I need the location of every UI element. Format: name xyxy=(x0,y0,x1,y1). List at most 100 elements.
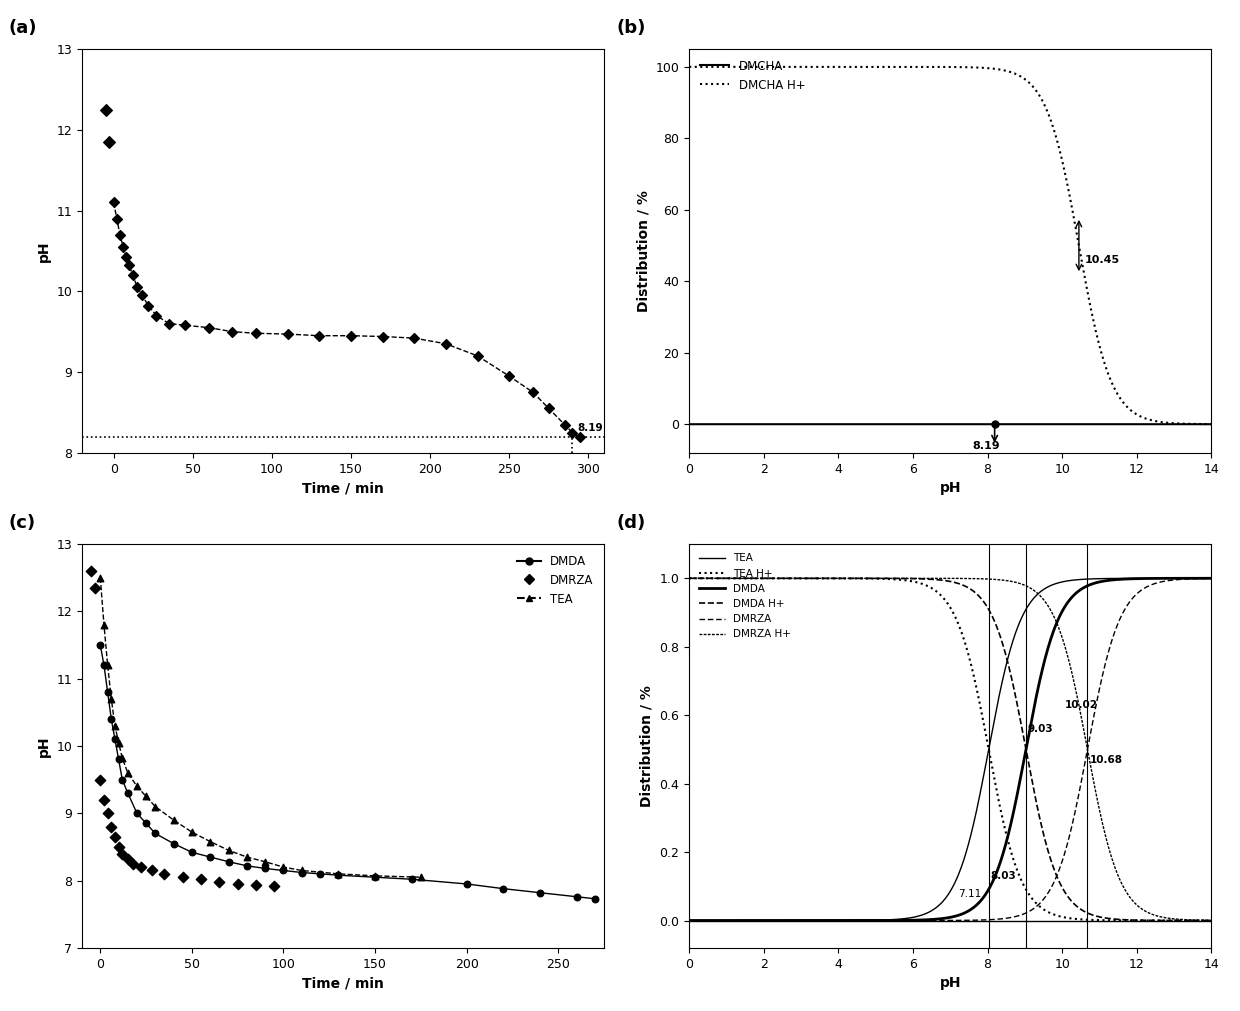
DMRZA H+ xyxy=(682,572,697,584)
Point xyxy=(128,279,148,295)
Point xyxy=(228,876,248,892)
Point xyxy=(164,812,184,828)
Point xyxy=(310,328,330,344)
DMRZA H+ xyxy=(1105,855,1120,867)
Point xyxy=(123,855,143,871)
Point xyxy=(136,789,156,805)
DMRZA xyxy=(1105,632,1120,644)
DMRZA H+ xyxy=(808,572,823,584)
Legend: DMCHA, DMCHA H+: DMCHA, DMCHA H+ xyxy=(696,55,810,96)
Point xyxy=(133,287,153,303)
Point xyxy=(94,617,114,633)
Point xyxy=(117,250,136,266)
Point xyxy=(98,657,118,673)
TEA H+ xyxy=(808,572,823,584)
X-axis label: Time / min: Time / min xyxy=(303,481,384,495)
Point xyxy=(218,842,238,858)
Point xyxy=(410,869,430,886)
Point xyxy=(341,328,361,344)
TEA xyxy=(923,906,937,918)
DMCHA H+ xyxy=(1105,379,1120,391)
TEA xyxy=(862,914,877,926)
Point xyxy=(159,315,179,332)
DMRZA H+ xyxy=(956,572,971,584)
DMCHA xyxy=(862,419,877,431)
Point xyxy=(554,417,574,433)
Point xyxy=(109,839,129,855)
Text: 8.19: 8.19 xyxy=(577,423,603,433)
Point xyxy=(146,307,166,324)
TEA xyxy=(1105,572,1120,584)
TEA H+ xyxy=(862,572,877,584)
Point xyxy=(500,368,520,384)
Point xyxy=(467,348,487,364)
Point xyxy=(494,881,513,897)
DMDA xyxy=(1197,572,1211,584)
DMCHA H+ xyxy=(1204,419,1219,431)
TEA xyxy=(682,914,697,926)
Point xyxy=(264,878,284,894)
DMRZA xyxy=(923,914,937,926)
Point xyxy=(365,867,384,884)
Point xyxy=(145,825,165,841)
Point xyxy=(126,805,146,821)
Point xyxy=(105,731,125,747)
DMCHA xyxy=(956,419,971,431)
Point xyxy=(84,579,104,595)
Point xyxy=(456,876,476,892)
Point xyxy=(118,851,138,867)
DMRZA H+ xyxy=(923,572,937,584)
Point xyxy=(222,324,242,340)
Point xyxy=(570,430,590,446)
DMDA H+ xyxy=(956,579,971,591)
DMRZA H+ xyxy=(862,572,877,584)
TEA H+ xyxy=(1197,914,1211,926)
DMCHA xyxy=(1204,419,1219,431)
Text: 9.03: 9.03 xyxy=(1028,724,1054,734)
Point xyxy=(99,133,119,150)
Point xyxy=(109,735,129,751)
Point xyxy=(563,425,583,441)
Point xyxy=(113,845,133,861)
Point xyxy=(126,778,146,795)
Point xyxy=(436,336,456,352)
Point xyxy=(201,849,221,865)
DMRZA xyxy=(1197,572,1211,584)
Point xyxy=(246,326,265,342)
TEA H+ xyxy=(1204,914,1219,926)
TEA xyxy=(808,914,823,926)
Point xyxy=(585,891,605,907)
Point xyxy=(175,317,195,334)
Point xyxy=(529,885,549,901)
TEA H+ xyxy=(923,581,937,593)
TEA H+ xyxy=(956,631,971,643)
DMDA xyxy=(923,914,937,926)
Point xyxy=(539,400,559,417)
Text: 8.03: 8.03 xyxy=(991,871,1017,882)
DMCHA H+ xyxy=(1197,418,1211,430)
X-axis label: pH: pH xyxy=(940,977,961,990)
Point xyxy=(329,867,348,884)
Point xyxy=(102,819,122,835)
Point xyxy=(246,878,265,894)
DMRZA xyxy=(682,914,697,926)
Point xyxy=(523,384,543,400)
Text: 7.11: 7.11 xyxy=(957,889,981,899)
Point xyxy=(210,874,229,890)
Point xyxy=(136,815,156,831)
DMCHA xyxy=(923,419,937,431)
Point xyxy=(105,718,125,734)
Point xyxy=(172,869,192,886)
Line: DMCHA H+: DMCHA H+ xyxy=(689,67,1211,425)
Text: 8.19: 8.19 xyxy=(972,441,999,451)
Point xyxy=(119,258,139,274)
Point xyxy=(107,210,126,226)
Point xyxy=(98,684,118,701)
DMCHA H+ xyxy=(862,61,877,73)
Point xyxy=(373,329,393,345)
Point xyxy=(237,849,257,865)
Point xyxy=(218,853,238,869)
Point xyxy=(182,844,202,860)
Point xyxy=(105,829,125,845)
TEA H+ xyxy=(682,572,697,584)
